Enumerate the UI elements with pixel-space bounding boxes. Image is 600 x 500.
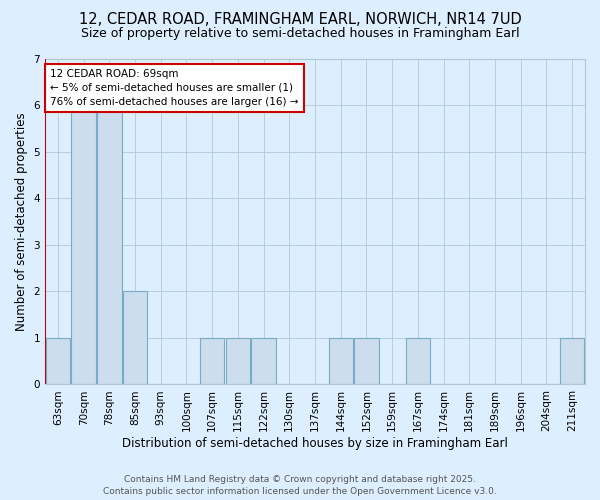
X-axis label: Distribution of semi-detached houses by size in Framingham Earl: Distribution of semi-detached houses by … bbox=[122, 437, 508, 450]
Bar bbox=[354, 338, 379, 384]
Bar bbox=[560, 338, 584, 384]
Text: 12 CEDAR ROAD: 69sqm
← 5% of semi-detached houses are smaller (1)
76% of semi-de: 12 CEDAR ROAD: 69sqm ← 5% of semi-detach… bbox=[50, 69, 299, 107]
Bar bbox=[406, 338, 430, 384]
Bar bbox=[97, 106, 122, 384]
Bar bbox=[200, 338, 224, 384]
Bar bbox=[329, 338, 353, 384]
Text: 12, CEDAR ROAD, FRAMINGHAM EARL, NORWICH, NR14 7UD: 12, CEDAR ROAD, FRAMINGHAM EARL, NORWICH… bbox=[79, 12, 521, 28]
Bar bbox=[226, 338, 250, 384]
Bar bbox=[71, 106, 96, 384]
Bar bbox=[123, 292, 147, 384]
Text: Size of property relative to semi-detached houses in Framingham Earl: Size of property relative to semi-detach… bbox=[80, 28, 520, 40]
Y-axis label: Number of semi-detached properties: Number of semi-detached properties bbox=[15, 112, 28, 331]
Text: Contains HM Land Registry data © Crown copyright and database right 2025.
Contai: Contains HM Land Registry data © Crown c… bbox=[103, 475, 497, 496]
Bar bbox=[251, 338, 276, 384]
Bar bbox=[46, 338, 70, 384]
